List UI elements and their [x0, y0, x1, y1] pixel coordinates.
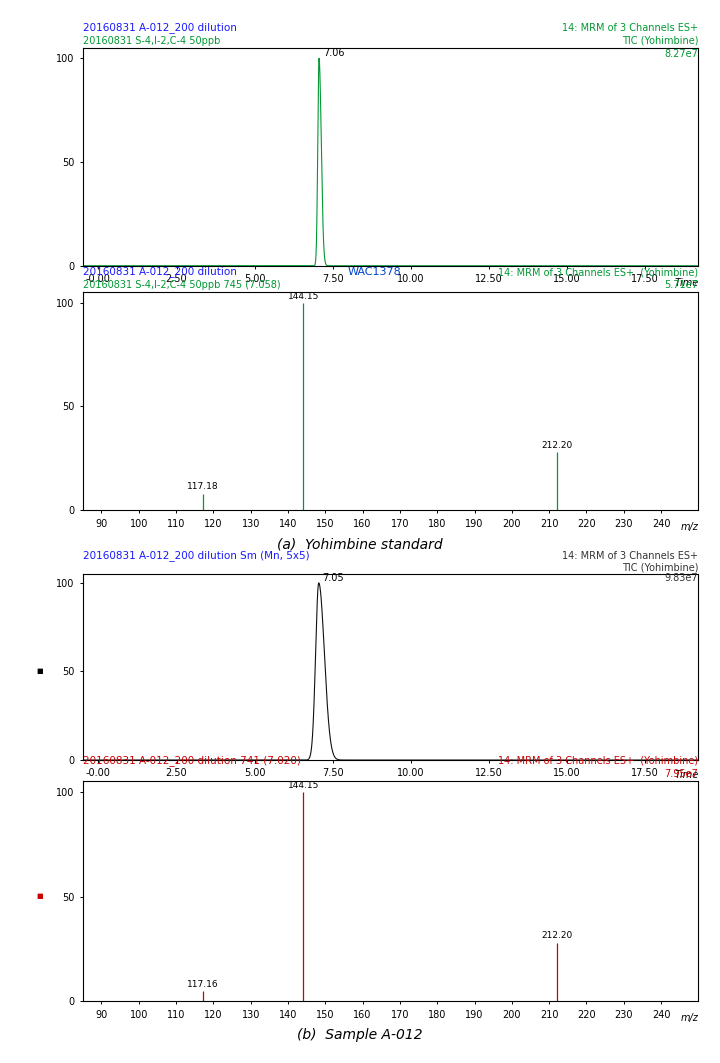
- Text: 20160831 A-012_200 dilution 741 (7.020): 20160831 A-012_200 dilution 741 (7.020): [83, 755, 301, 766]
- Text: 212.20: 212.20: [541, 441, 573, 450]
- Text: 20160831 S-4,l-2,C-4 50ppb 745 (7.058): 20160831 S-4,l-2,C-4 50ppb 745 (7.058): [83, 281, 280, 290]
- Text: 7.06: 7.06: [323, 48, 344, 58]
- Text: m/z: m/z: [680, 522, 698, 533]
- Text: 5.71e7: 5.71e7: [665, 281, 698, 290]
- Text: 20160831 A-012_200 dilution: 20160831 A-012_200 dilution: [83, 266, 237, 277]
- Text: TIC (Yohimbine): TIC (Yohimbine): [622, 562, 698, 572]
- Text: 144.15: 144.15: [288, 780, 319, 790]
- Text: 7.95e7: 7.95e7: [665, 770, 698, 779]
- Text: 14: MRM of 3 Channels ES+: 14: MRM of 3 Channels ES+: [562, 551, 698, 561]
- Text: 20160831 S-4,l-2,C-4 50ppb: 20160831 S-4,l-2,C-4 50ppb: [83, 36, 220, 46]
- Text: 117.16: 117.16: [187, 980, 219, 989]
- Text: 212.20: 212.20: [541, 931, 573, 941]
- Text: Time: Time: [674, 277, 698, 288]
- Text: 14: MRM of 3 Channels ES+: 14: MRM of 3 Channels ES+: [562, 22, 698, 33]
- Text: 20160831 A-012_200 dilution: 20160831 A-012_200 dilution: [83, 21, 237, 33]
- Text: ■: ■: [37, 893, 43, 898]
- Text: WAC1378: WAC1378: [348, 267, 401, 277]
- Text: TIC (Yohimbine): TIC (Yohimbine): [622, 36, 698, 46]
- Text: Time: Time: [674, 771, 698, 780]
- Text: 20160831 A-012_200 dilution Sm (Mn, 5x5): 20160831 A-012_200 dilution Sm (Mn, 5x5): [83, 550, 310, 561]
- Text: ■: ■: [37, 668, 43, 674]
- Text: 7.05: 7.05: [323, 573, 344, 584]
- Text: (b)  Sample A-012: (b) Sample A-012: [297, 1028, 423, 1042]
- Text: 144.15: 144.15: [288, 291, 319, 301]
- Text: 14: MRM of 3 Channels ES+  (Yohimbine): 14: MRM of 3 Channels ES+ (Yohimbine): [498, 756, 698, 766]
- Text: 117.18: 117.18: [187, 483, 219, 491]
- Text: (a)  Yohimbine standard: (a) Yohimbine standard: [277, 537, 443, 552]
- Text: 14: MRM of 3 Channels ES+  (Yohimbine): 14: MRM of 3 Channels ES+ (Yohimbine): [498, 267, 698, 277]
- Text: 8.27e7: 8.27e7: [665, 49, 698, 58]
- Text: 9.83e7: 9.83e7: [665, 573, 698, 584]
- Text: m/z: m/z: [680, 1013, 698, 1024]
